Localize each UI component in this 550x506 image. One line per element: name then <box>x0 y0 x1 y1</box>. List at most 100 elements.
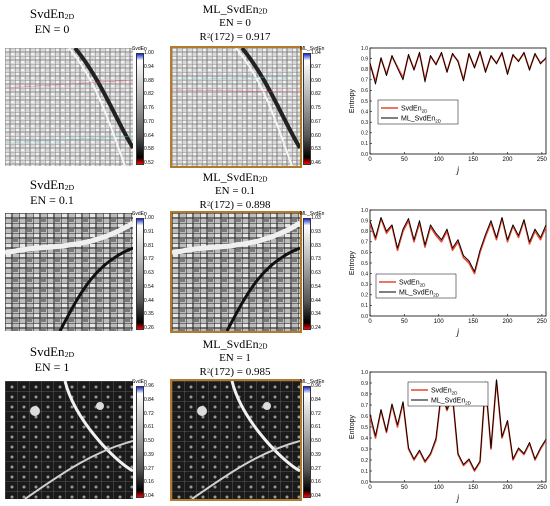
legend-box <box>377 99 459 125</box>
y-tick-label: 0.3 <box>361 282 368 288</box>
row3-right-title-main: ML_SvdEn <box>202 337 259 351</box>
y-tick-label: 0.3 <box>361 120 368 126</box>
y-tick-label: 0.1 <box>361 141 368 147</box>
y-axis-label: Entropy <box>349 414 356 439</box>
row1-right-colorbar-title: ML_SvdEn <box>300 46 325 52</box>
y-tick-label: 0.7 <box>361 78 368 84</box>
colorbar-tick-label: 0.39 <box>144 451 154 458</box>
x-tick-label: 250 <box>537 157 548 163</box>
row1-right-colorbar <box>303 53 311 165</box>
colorbar-tick-label: 0.67 <box>311 118 321 125</box>
x-tick-label: 100 <box>434 485 445 491</box>
y-axis-label: Entropy <box>349 250 356 275</box>
colorbar-tick-label: 0.61 <box>144 424 154 431</box>
row1-r2-label: R <box>199 31 207 43</box>
colorbar-tick-label: 0.91 <box>144 228 154 235</box>
row1-left-title-sub: 2D <box>64 11 75 21</box>
row2-left-title-main: SvdEn <box>29 177 65 192</box>
row3-left-colorbar-title: SvdEn <box>132 379 147 385</box>
row2-left-param: EN = 0.1 <box>30 193 74 207</box>
colorbar-tick-label: 0.26 <box>144 325 154 331</box>
legend-box <box>407 381 489 407</box>
x-tick-label: 250 <box>537 319 548 325</box>
y-axis-label: Entropy <box>349 88 356 113</box>
colorbar-tick-label: 0.76 <box>144 105 154 111</box>
legend-label-sub: 2D <box>452 391 459 396</box>
colorbar-tick-label: 0.04 <box>144 493 154 499</box>
row3-r2-value: (172) = 0.985 <box>210 366 271 378</box>
x-tick-label: 0 <box>368 485 372 491</box>
colorbar-tick-label: 0.72 <box>144 410 154 417</box>
x-axis-label: j <box>456 493 460 503</box>
y-tick-label: 0.9 <box>361 218 368 224</box>
row2-left-colorbar <box>136 218 144 330</box>
row2-right-param: EN = 0.1 <box>214 185 256 197</box>
colorbar-tick-label: 0.44 <box>311 297 321 304</box>
x-tick-label: 150 <box>468 319 479 325</box>
y-tick-label: 0.2 <box>361 293 368 299</box>
x-tick-label: 0 <box>368 319 372 325</box>
row3-r2: R2(172) = 0.985 <box>180 366 290 378</box>
x-tick-label: 200 <box>502 319 513 325</box>
row1-r2-sup: 2 <box>206 32 211 40</box>
legend-label: SvdEn2D <box>399 280 426 288</box>
colorbar-tick-label: 0.75 <box>311 105 321 111</box>
x-tick-label: 150 <box>468 157 479 163</box>
x-tick-label: 250 <box>537 485 548 491</box>
colorbar-tick-label: 0.93 <box>311 228 321 235</box>
row2-r2-sup: 2 <box>206 200 211 208</box>
series-line-2 <box>369 379 547 471</box>
y-tick-label: 1.0 <box>361 208 368 214</box>
row1-r2: R2(172) = 0.917 <box>180 31 290 43</box>
y-tick-label: 0.5 <box>361 425 368 431</box>
row1-entropy-plot: 0.0 0.1 0.2 0.3 0.4 0.5 0.6 0.7 0.8 0.9 1.0 0 50 100 1… <box>346 46 550 176</box>
colorbar-tick-label: 0.34 <box>311 311 321 318</box>
colorbar-tick-label: 1.03 <box>311 215 321 221</box>
x-tick-label: 50 <box>401 157 408 163</box>
y-tick-label: 0.1 <box>361 469 368 475</box>
row2-right-title-main: ML_SvdEn <box>202 170 259 184</box>
y-tick-label: 0.6 <box>361 88 368 94</box>
y-tick-label: 0.2 <box>361 131 368 137</box>
colorbar-tick-label: 0.84 <box>144 396 154 403</box>
colorbar-tick-label: 0.63 <box>144 270 154 276</box>
y-tick-label: 0.5 <box>361 261 368 267</box>
y-tick-label: 0.6 <box>361 250 368 256</box>
series-line-1 <box>369 51 547 83</box>
row3-left-title: SvdEn2D <box>2 344 102 360</box>
colorbar-tick-label: 0.96 <box>144 383 154 389</box>
x-tick-label: 200 <box>502 485 513 491</box>
row2-right-map <box>170 211 302 333</box>
row3-right-title: ML_SvdEn2D <box>180 337 290 352</box>
row2-r2: R2(172) = 0.898 <box>180 199 290 211</box>
y-tick-label: 0.4 <box>361 271 368 277</box>
colorbar-tick-label: 0.50 <box>144 438 154 444</box>
row2-right-colorbar <box>303 218 311 330</box>
row1-left-colorbar-title: SvdEn <box>132 46 147 52</box>
row2-left-colorbar-title: SvdEn <box>132 211 147 217</box>
colorbar-tick-label: 0.72 <box>311 410 321 417</box>
y-tick-label: 0.0 <box>361 480 368 486</box>
colorbar-tick-label: 0.81 <box>144 242 154 249</box>
row3-right-colorbar-title: ML_SvdEn <box>300 379 325 385</box>
y-tick-label: 0.3 <box>361 447 368 453</box>
colorbar-tick-label: 0.70 <box>144 118 154 125</box>
y-tick-label: 0.0 <box>361 314 368 320</box>
legend-label-sub: 2D <box>433 293 440 298</box>
y-tick-label: 0.8 <box>361 67 368 73</box>
x-tick-label: 200 <box>502 157 513 163</box>
x-tick-label: 50 <box>401 319 408 325</box>
row1-left-param: EN = 0 <box>34 22 70 36</box>
colorbar-tick-label: 0.24 <box>311 325 321 331</box>
series-line-1 <box>369 217 547 275</box>
row2-r2-value: (172) = 0.898 <box>210 199 271 211</box>
row1-left-title-main: SvdEn <box>29 6 65 21</box>
legend-box <box>375 273 457 299</box>
colorbar-tick-label: 0.82 <box>311 91 321 98</box>
colorbar-tick-label: 0.82 <box>144 91 154 98</box>
row3-left-param: EN = 1 <box>34 360 70 374</box>
colorbar-tick-label: 0.96 <box>311 383 321 389</box>
plot-frame <box>369 209 547 317</box>
y-tick-label: 0.1 <box>361 303 368 309</box>
colorbar-tick-label: 0.64 <box>144 132 154 139</box>
